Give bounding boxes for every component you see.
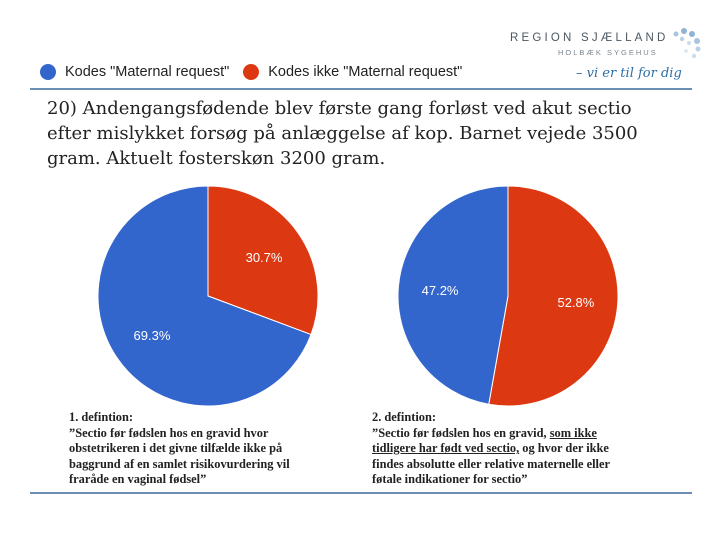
definition-line: findes absolutte eller relative maternel… <box>372 456 610 471</box>
definition-line: obstetrikeren i det givne tilfælde ikke … <box>69 441 283 456</box>
logo-tagline: – vi er til for dig <box>576 66 682 81</box>
definition-line: baggrund af en samlet risikovurdering vi… <box>69 456 290 471</box>
definition-underlined-text: tidligere har født ved sectio, <box>372 441 520 456</box>
definition-text: og hvor der ikke <box>519 441 609 456</box>
definition-line: fraråde en vaginal fødsel” <box>69 472 207 487</box>
pie-data-label: 47.2% <box>422 283 459 298</box>
definition-underlined-text: som ikke <box>549 425 597 440</box>
pie-data-label: 52.8% <box>557 295 594 310</box>
question-text: 20) Andengangsfødende blev første gang f… <box>47 96 687 171</box>
bottom-divider <box>30 492 692 494</box>
logo-dots-icon <box>673 28 701 59</box>
legend-item-maternal-request: Kodes "Maternal request" <box>40 64 229 80</box>
definition-title: 1. defintion: <box>69 410 134 424</box>
pie-slice-not-maternal-request <box>207 185 319 336</box>
pie-slice-maternal-request <box>397 185 509 405</box>
definition-line: tidligere har født ved sectio, og hvor d… <box>372 441 662 457</box>
chart-legend: Kodes "Maternal request" Kodes ikke "Mat… <box>40 62 476 82</box>
definition-line: ”Sectio før fødslen hos en gravid, som i… <box>372 426 662 442</box>
legend-label: Kodes ikke "Maternal request" <box>268 64 463 80</box>
legend-swatch-red <box>243 64 260 80</box>
question-line: gram. Aktuelt fosterskøn 3200 gram. <box>47 148 386 169</box>
logo-name: REGION SJÆLLAND <box>510 32 669 44</box>
question-line: 20) Andengangsfødende blev første gang f… <box>47 98 632 119</box>
definition-line: føtale indikationer for sectio” <box>372 472 528 487</box>
top-divider <box>30 88 692 90</box>
pie-data-label: 30.7% <box>246 250 283 265</box>
definition-text: ”Sectio før fødslen hos en gravid, <box>372 425 550 440</box>
question-line: efter mislykket forsøg på anlæggelse af … <box>47 123 638 144</box>
logo-subtitle: HOLBÆK SYGEHUS <box>558 48 658 57</box>
legend-item-not-maternal-request: Kodes ikke "Maternal request" <box>243 64 462 80</box>
pie-slice-not-maternal-request <box>488 185 619 407</box>
pie-slice-maternal-request <box>97 185 312 407</box>
legend-label: Kodes "Maternal request" <box>65 64 230 80</box>
pie-data-label: 69.3% <box>134 328 171 343</box>
legend-swatch-blue <box>40 64 56 80</box>
definition-2: 2. defintion: ”Sectio før fødslen hos en… <box>372 410 662 488</box>
region-sjaelland-logo: REGION SJÆLLAND HOLBÆK SYGEHUS – vi er t… <box>506 26 706 88</box>
definition-title: 2. defintion: <box>372 410 437 424</box>
definition-line: ”Sectio før fødslen hos en gravid hvor <box>69 425 269 440</box>
definition-1: 1. defintion: ”Sectio før fødslen hos en… <box>69 410 339 488</box>
